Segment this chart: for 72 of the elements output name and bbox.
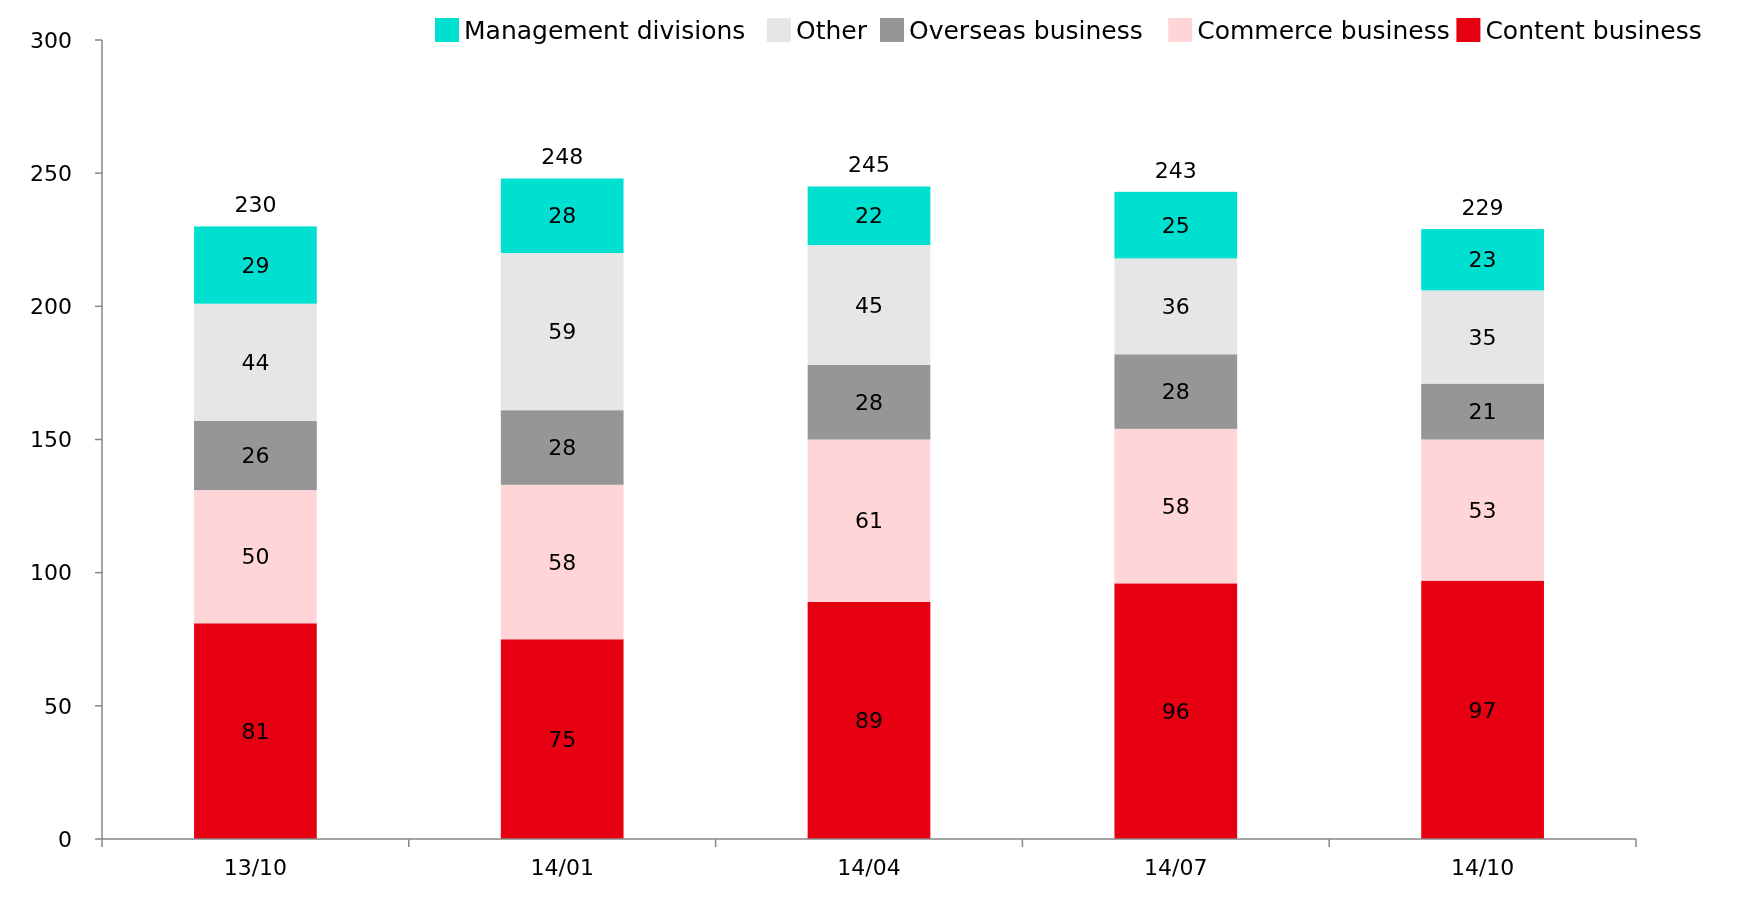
- bar: [1421, 439, 1544, 581]
- bar: [194, 490, 317, 624]
- bar: [194, 226, 317, 304]
- data-label: 28: [855, 389, 883, 415]
- total-label: 243: [1154, 157, 1197, 183]
- bar: [194, 623, 317, 839]
- bar: [807, 245, 931, 365]
- data-label: 61: [855, 508, 883, 534]
- data-label: 59: [548, 319, 577, 345]
- y-tick-label: 300: [30, 27, 72, 53]
- legend-label: Commerce business: [1197, 15, 1450, 45]
- data-label: 29: [241, 252, 270, 278]
- y-tick-label: 100: [30, 560, 72, 586]
- data-label: 96: [1161, 698, 1190, 724]
- data-label: 44: [241, 349, 270, 375]
- legend-label: Management divisions: [464, 15, 746, 45]
- data-label: 50: [241, 544, 270, 570]
- data-label: 36: [1161, 294, 1190, 320]
- bar: [194, 420, 317, 491]
- bar: [807, 439, 931, 602]
- bar: [1114, 354, 1238, 429]
- y-tick-label: 200: [30, 294, 72, 320]
- bar: [1421, 383, 1544, 440]
- data-label: 53: [1468, 497, 1497, 523]
- x-tick-label: 13/10: [223, 855, 288, 880]
- data-label: 21: [1468, 399, 1497, 425]
- bar: [500, 484, 624, 640]
- total-label: 245: [848, 152, 890, 178]
- bar: [500, 410, 624, 485]
- bar: [1421, 290, 1544, 384]
- legend-label: Other: [796, 15, 868, 45]
- data-label: 81: [241, 718, 270, 744]
- bar: [1114, 583, 1238, 839]
- data-label: 35: [1468, 324, 1497, 350]
- bar: [1114, 191, 1238, 259]
- total-label: 230: [234, 192, 277, 218]
- y-tick-label: 150: [30, 427, 72, 453]
- data-label: 75: [548, 726, 577, 752]
- bar: [1114, 428, 1238, 584]
- x-tick-label: 14/10: [1450, 855, 1515, 880]
- y-tick-label: 50: [44, 693, 72, 719]
- data-label: 89: [855, 708, 883, 734]
- y-tick-label: 0: [58, 826, 72, 852]
- x-tick-label: 14/04: [837, 855, 901, 880]
- bar: [807, 601, 931, 839]
- data-label: 58: [1161, 493, 1190, 519]
- data-label: 26: [241, 443, 270, 469]
- data-label: 28: [548, 203, 577, 229]
- x-tick-label: 14/07: [1144, 855, 1208, 880]
- total-label: 229: [1461, 195, 1504, 221]
- data-label: 58: [548, 549, 577, 575]
- total-label: 248: [541, 144, 584, 170]
- y-tick-label: 250: [30, 160, 72, 186]
- bar: [807, 364, 931, 440]
- legend-label: Overseas business: [909, 15, 1143, 45]
- legend-label: Content business: [1485, 15, 1702, 45]
- bar: [194, 303, 317, 421]
- data-label: 23: [1468, 247, 1497, 273]
- data-label: 28: [1161, 379, 1190, 405]
- data-label: 45: [855, 292, 883, 318]
- data-label: 22: [855, 203, 883, 229]
- bar: [1421, 229, 1544, 291]
- data-label: 28: [548, 435, 577, 461]
- bar: [500, 178, 624, 254]
- bar: [807, 186, 931, 246]
- bar: [500, 253, 624, 411]
- bar: [1114, 258, 1238, 355]
- data-label: 25: [1161, 212, 1190, 238]
- bar: [1421, 580, 1544, 839]
- data-label: 97: [1468, 697, 1497, 723]
- bar: [500, 639, 624, 839]
- x-tick-label: 14/01: [530, 855, 594, 880]
